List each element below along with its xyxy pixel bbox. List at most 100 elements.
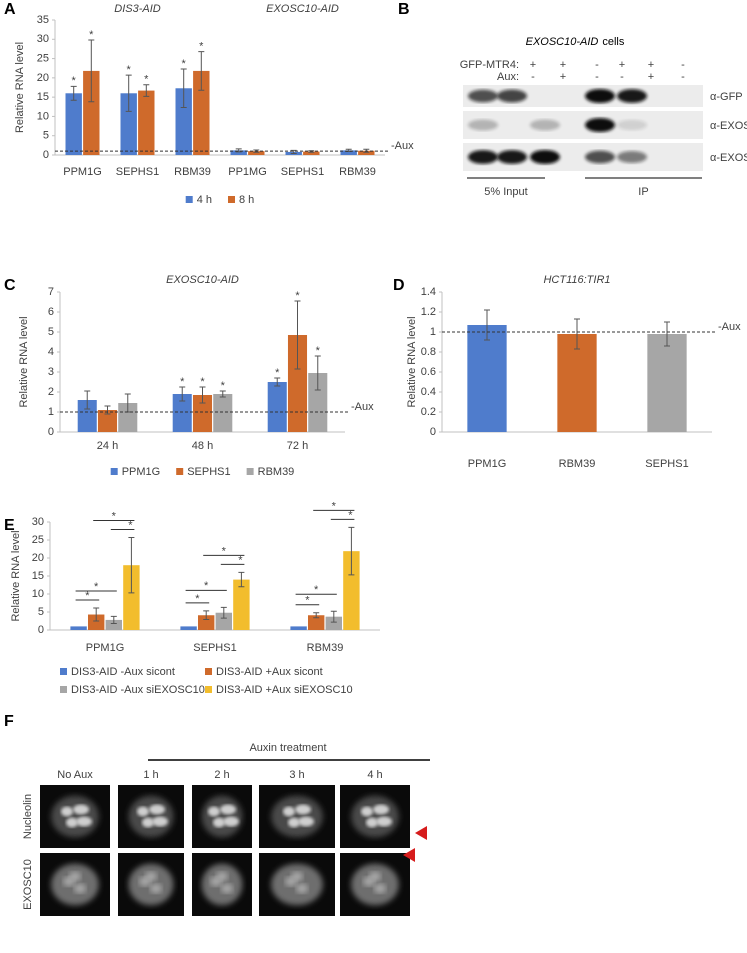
legend-swatch — [60, 686, 67, 693]
nucleolus — [213, 817, 225, 828]
nucleus — [271, 795, 323, 838]
speckle — [145, 871, 157, 882]
bar — [138, 90, 155, 155]
bar — [83, 70, 100, 155]
error-bar — [143, 84, 150, 97]
blot-strip — [463, 85, 703, 107]
error-bar — [128, 536, 135, 594]
condition-sign: + — [648, 59, 654, 71]
x-tick-label: RBM39 — [339, 166, 376, 178]
nucleolus — [298, 816, 314, 827]
significance-mark: * — [182, 58, 187, 70]
x-tick-label: SEPHS1 — [193, 642, 236, 654]
error-bar — [203, 610, 210, 621]
condition-label: Aux: — [497, 71, 519, 83]
comparison-label: * — [314, 584, 319, 596]
legend: PPM1G SEPHS1 RBM39 — [110, 466, 295, 478]
significance-mark: * — [72, 75, 77, 87]
y-axis-label: Relative RNA level — [10, 530, 22, 621]
bar — [215, 612, 232, 630]
error-bar — [84, 390, 91, 410]
speckle — [216, 871, 228, 882]
legend-label: DIS3-AID +Aux siEXOSC10 — [216, 684, 353, 696]
nucleus — [201, 795, 243, 838]
legend: 4 h 8 h — [185, 194, 254, 206]
x-tick-label: 72 h — [287, 440, 308, 452]
nucleolus — [73, 804, 89, 815]
error-bar — [125, 74, 132, 112]
comparison-label: * — [332, 500, 337, 512]
error-bar — [179, 386, 186, 402]
x-tick-label: RBM39 — [307, 642, 344, 654]
group-title: DIS3-AID — [114, 3, 161, 15]
legend-label: SEPHS1 — [187, 466, 230, 478]
comparison-label: * — [128, 519, 133, 531]
x-tick-label: PPM1G — [468, 458, 507, 470]
nucleolus — [373, 804, 389, 815]
bar — [358, 150, 375, 155]
condition-sign: - — [681, 59, 685, 71]
speckle — [296, 883, 308, 894]
error-bar — [314, 355, 321, 391]
bar — [172, 394, 192, 432]
comparison-label: * — [112, 510, 117, 522]
panel-letter: C — [4, 277, 16, 294]
nucleolus — [76, 816, 92, 827]
significance-mark: * — [200, 376, 205, 388]
condition-sign: + — [648, 71, 654, 83]
nucleolus — [361, 806, 373, 817]
nucleolus — [61, 806, 73, 817]
comparison-label: * — [305, 595, 310, 607]
panel-letter: D — [393, 277, 405, 294]
blot-band — [530, 119, 560, 131]
y-tick-label: 5 — [48, 326, 54, 338]
comparison-label: * — [204, 580, 209, 592]
panel-letter: B — [398, 1, 410, 18]
blot-strip — [463, 111, 703, 139]
significance-mark: * — [295, 290, 300, 302]
y-tick-label: 0.6 — [421, 366, 436, 378]
legend-label: PPM1G — [122, 466, 161, 478]
legend-label: DIS3-AID -Aux siEXOSC10 — [71, 684, 205, 696]
nucleolus — [288, 817, 300, 828]
legend-swatch — [60, 668, 67, 675]
y-tick-label: 30 — [32, 516, 44, 528]
group-title: EXOSC10-AID — [266, 3, 339, 15]
y-tick-label: 1.2 — [421, 306, 436, 318]
condition-sign: - — [620, 71, 624, 83]
x-tick-label: RBM39 — [559, 458, 596, 470]
nucleolus — [137, 806, 149, 817]
bar — [467, 325, 507, 432]
bar — [175, 88, 192, 155]
bar — [290, 626, 307, 630]
legend-swatch — [205, 668, 212, 675]
legend-label: RBM39 — [258, 466, 295, 478]
nucleus — [351, 863, 399, 906]
error-bar — [484, 309, 490, 341]
group-label: IP — [638, 186, 648, 198]
legend-label: 8 h — [239, 194, 254, 206]
y-tick-label: 35 — [37, 14, 49, 26]
y-tick-label: 25 — [37, 52, 49, 64]
error-bar — [93, 607, 100, 622]
error-bar — [199, 386, 206, 404]
comparison-label: * — [195, 593, 200, 605]
comparison-label: * — [348, 509, 353, 521]
blot-title: EXOSC10-AID cells — [526, 36, 625, 48]
x-tick-label: PP1MG — [228, 166, 267, 178]
row-label: Nucleolin — [22, 794, 34, 839]
x-tick-label: PPM1G — [86, 642, 125, 654]
nucleus — [51, 795, 99, 838]
panel-letter: F — [4, 713, 14, 730]
column-label: No Aux — [57, 769, 93, 781]
comparison-label: * — [94, 581, 99, 593]
condition-sign: + — [560, 71, 566, 83]
significance-mark: * — [180, 376, 185, 388]
bar — [65, 93, 82, 155]
bar — [308, 373, 328, 432]
bar — [192, 395, 213, 432]
chart-title: HCT116:TIR1 — [543, 274, 610, 286]
y-tick-label: 0.4 — [421, 386, 436, 398]
legend-swatch — [176, 468, 184, 475]
nucleolus — [149, 804, 165, 815]
